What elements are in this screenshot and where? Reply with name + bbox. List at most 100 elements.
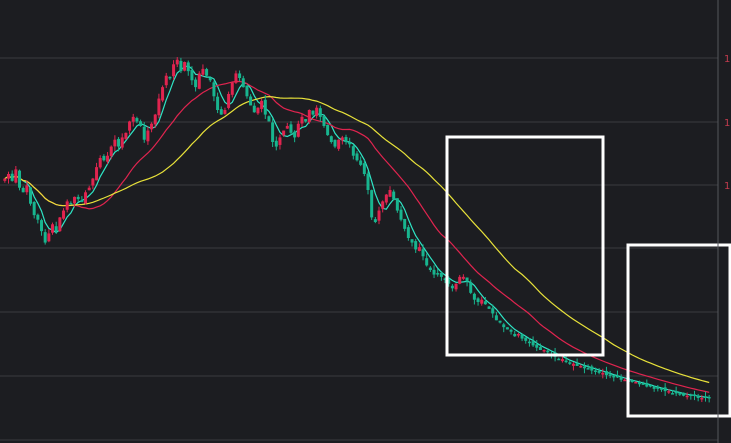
candle	[590, 366, 594, 371]
candle	[373, 219, 377, 222]
candle	[84, 192, 88, 204]
candle	[296, 123, 300, 137]
candle	[40, 220, 44, 232]
candle	[124, 132, 128, 139]
candle	[520, 334, 524, 339]
candle	[689, 394, 693, 397]
candle	[663, 387, 667, 392]
candle	[183, 62, 187, 71]
candle	[443, 278, 447, 280]
candle	[513, 333, 517, 337]
candle	[153, 114, 157, 125]
candle	[461, 276, 465, 279]
candle	[395, 198, 399, 211]
candle	[381, 201, 385, 209]
candle	[414, 241, 418, 250]
candle	[428, 267, 432, 270]
candle	[615, 375, 619, 378]
candle	[326, 124, 330, 136]
candle	[604, 371, 608, 376]
candle	[106, 155, 110, 162]
candle	[623, 379, 627, 382]
candle	[333, 139, 337, 147]
candle	[494, 315, 498, 321]
candle	[32, 201, 36, 216]
candle	[377, 210, 381, 221]
candle	[267, 116, 271, 122]
candle	[293, 131, 297, 138]
candle	[172, 64, 176, 77]
candle	[527, 341, 531, 344]
candle	[36, 214, 40, 220]
candle	[194, 79, 198, 88]
candle	[54, 226, 58, 232]
candle	[568, 362, 572, 364]
candle	[656, 386, 660, 389]
candle	[362, 163, 366, 174]
candle	[80, 200, 84, 203]
candle	[410, 239, 414, 243]
candle	[575, 363, 579, 366]
candle	[87, 187, 91, 191]
candle	[509, 329, 513, 332]
candle	[307, 110, 311, 123]
candles	[3, 57, 711, 403]
candle	[538, 347, 542, 350]
candle	[619, 376, 623, 380]
candle	[249, 96, 253, 106]
candle	[120, 137, 124, 148]
candle	[560, 359, 564, 362]
candle	[322, 116, 326, 126]
candle	[337, 139, 341, 149]
candle	[348, 142, 352, 145]
candle	[659, 388, 663, 390]
candle	[256, 107, 260, 114]
candle	[531, 341, 535, 346]
candle	[212, 82, 216, 97]
candle	[241, 78, 245, 88]
candle	[340, 137, 344, 141]
candle	[260, 100, 264, 109]
candle	[208, 77, 212, 81]
candle	[219, 109, 223, 115]
candle	[487, 306, 491, 309]
candle	[285, 126, 289, 129]
candle	[670, 393, 674, 395]
candle	[498, 320, 502, 323]
candle	[271, 122, 275, 142]
candle	[73, 196, 77, 204]
candle	[692, 394, 696, 396]
candle	[135, 118, 139, 122]
candle	[652, 386, 656, 389]
candle	[480, 299, 484, 304]
candle	[18, 170, 22, 188]
candle	[593, 370, 597, 372]
candle	[230, 82, 234, 95]
candle	[318, 108, 322, 117]
candle	[65, 201, 69, 210]
candle	[47, 233, 51, 242]
candle	[223, 110, 227, 114]
candle	[355, 153, 359, 161]
candle	[175, 59, 179, 65]
candle	[703, 396, 707, 398]
candle	[300, 116, 304, 124]
candle	[139, 121, 143, 126]
candle	[205, 69, 209, 76]
candle	[238, 73, 242, 78]
candle	[274, 140, 278, 147]
candle	[436, 273, 440, 275]
candle	[502, 324, 506, 328]
candle	[432, 269, 436, 275]
candle	[263, 99, 267, 115]
candle	[216, 96, 220, 110]
candle	[476, 298, 480, 302]
candle	[608, 374, 612, 376]
candle	[450, 285, 454, 289]
candle	[472, 293, 476, 300]
candle	[289, 124, 293, 133]
candle	[674, 391, 678, 394]
candle	[234, 73, 238, 83]
candle	[696, 395, 700, 398]
candle	[128, 121, 132, 131]
